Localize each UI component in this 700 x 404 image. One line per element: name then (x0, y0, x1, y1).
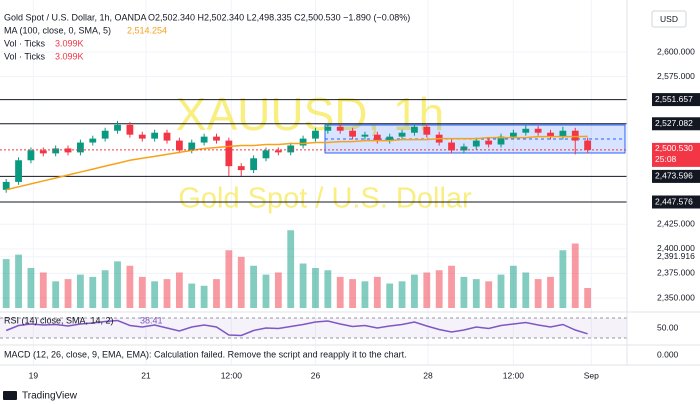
macd-legend: MACD (12, 26, close, 9, EMA, EMA): Calcu… (4, 349, 407, 359)
candle-body (151, 132, 159, 139)
candle-body (398, 132, 406, 137)
ma-line (6, 135, 588, 191)
x-tick-label: 28 (423, 370, 433, 380)
axis-labels: 2,600.000 2,575.000 2,425.000 2,400.0002,39… (652, 46, 700, 332)
candle-body (27, 150, 35, 161)
candle-body (411, 126, 418, 133)
y-tick-label: 2,425.000 (657, 218, 695, 228)
candle-body (200, 136, 208, 143)
level-label-box (652, 117, 700, 131)
candle-body (64, 148, 72, 153)
candle-body (584, 140, 592, 150)
candle-body (163, 132, 171, 141)
x-tick-label: 19 (29, 370, 39, 380)
candle-body (287, 145, 295, 153)
vol-legend: Vol · Ticks (4, 51, 46, 61)
y-tick-label: 2,600.000 (657, 46, 695, 56)
candle-body (373, 134, 381, 141)
candle-body (101, 130, 109, 139)
watermark-subtitle: Gold Spot / U.S. Dollar (178, 183, 472, 215)
brand: TradingView (22, 391, 78, 402)
candle-body (324, 126, 332, 131)
candle-body (2, 181, 10, 190)
candle-body (39, 150, 47, 154)
level-label: 2,473.596 (655, 171, 693, 181)
candle-body (77, 142, 84, 153)
candle-body (312, 130, 319, 139)
brand-logo (3, 391, 17, 400)
ma-legend: MA (100, close, 0, SMA, 5) (4, 25, 111, 35)
candle-body (336, 126, 344, 131)
candle-body (497, 136, 505, 145)
candle-body (460, 146, 468, 151)
candle-body (522, 128, 530, 133)
candle-body (175, 140, 183, 151)
candle-body (386, 136, 394, 141)
candle-body (361, 134, 369, 137)
candle-body (274, 150, 282, 153)
vol-value: 3.099K (55, 38, 84, 48)
rsi-value: 38.41 (140, 315, 163, 325)
candle-body (213, 136, 220, 141)
candle-body (349, 130, 356, 137)
level-label-box (652, 93, 700, 107)
currency-box (651, 10, 687, 28)
x-tick-label: 26 (311, 370, 321, 380)
y-tick-label: 2,575.000 (657, 71, 695, 81)
title: Gold Spot / U.S. Dollar, 1h, OANDA (4, 12, 147, 22)
candle-body (423, 126, 431, 135)
y-tick-label: 2,391.916 (657, 251, 695, 261)
x-tick-label: 12:00 (503, 370, 525, 380)
candle-body (188, 142, 196, 151)
currency: USD (660, 14, 678, 24)
candle-body (126, 124, 134, 135)
y-tick-label: 2,375.000 (657, 268, 695, 278)
x-tick-label: Sep (584, 370, 599, 380)
rsi-tick-label: 50.00 (657, 322, 679, 332)
watermark: XAUUSD, 1h (176, 88, 444, 140)
candle-body (89, 138, 97, 143)
plot (0, 99, 652, 339)
candle-body (472, 140, 480, 147)
level-label-box (652, 195, 700, 209)
candle-body (559, 130, 567, 137)
vol-value: 3.099K (55, 51, 84, 61)
x-tick-label: 21 (141, 370, 151, 380)
y-tick-label: 2,350.000 (657, 292, 695, 302)
level-label: 2,551.657 (655, 94, 693, 104)
rsi-line (5, 319, 588, 337)
last-price-box (652, 142, 700, 167)
candle-body (547, 132, 554, 137)
candle-body (534, 128, 542, 133)
candle-body (138, 134, 146, 139)
level-label: 2,447.576 (655, 196, 693, 206)
candle-body (52, 148, 60, 154)
candle-body (448, 142, 455, 151)
y-tick-label: 2,400.000 (657, 243, 695, 253)
ohlc-legend: O2,502.340 H2,502.340 L2,498.335 C2,500.… (148, 12, 410, 22)
candle-body (15, 160, 22, 182)
countdown: 25:08 (655, 154, 677, 164)
candle-body (262, 150, 270, 159)
ma-value: 2,514.254 (127, 25, 167, 35)
candle-body (250, 158, 258, 171)
rsi-band-fill (0, 318, 627, 338)
rsi-legend: RSI (14) close, SMA, 14, 2) (4, 315, 114, 325)
macd-tick: 0.000 (657, 349, 679, 359)
candle-body (510, 132, 517, 137)
level-label: 2,527.082 (655, 118, 693, 128)
candle-body (299, 138, 307, 146)
x-tick-label: 12:00 (221, 370, 243, 380)
candle-body (237, 166, 245, 171)
candle-body (485, 140, 493, 145)
last-price-label: 2,500.530 (655, 143, 693, 153)
level-label-box (652, 169, 700, 183)
candle-body (571, 130, 579, 141)
candle-body (114, 124, 121, 131)
vol-legend: Vol · Ticks (4, 38, 46, 48)
candle-body (225, 140, 233, 167)
